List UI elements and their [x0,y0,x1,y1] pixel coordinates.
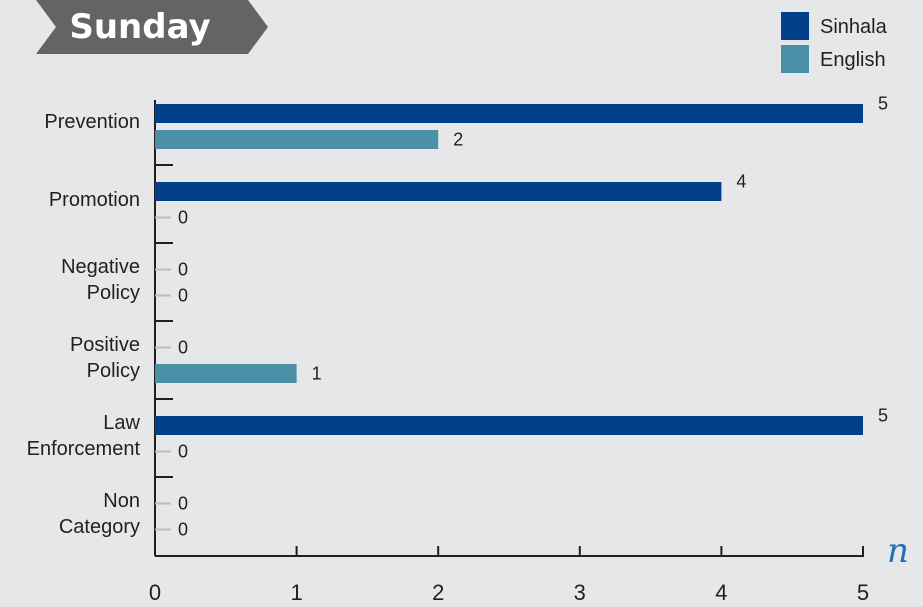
x-axis-label: n [887,531,909,571]
legend-swatch-english [781,45,809,73]
bar-value-label: 4 [736,172,746,192]
bar-sinhala [155,104,863,123]
bar-value-label: 5 [878,406,888,426]
bar-value-label: 0 [178,494,188,514]
bar-english [155,130,439,149]
category-label: Policy [87,282,140,304]
x-tick-label: 4 [715,580,727,605]
x-tick-label: 2 [432,580,444,605]
x-tick-label: 0 [149,580,161,605]
category-label: Law [103,412,140,434]
title-banner: Sunday [36,0,268,54]
legend-label-english: English [820,49,886,71]
x-tick-label: 5 [857,580,869,605]
bar-value-label: 0 [178,520,188,540]
bar-sinhala [155,182,722,201]
legend-swatch-sinhala [781,12,809,40]
bar-value-label: 0 [178,260,188,280]
category-label: Negative [61,256,140,278]
category-label: Promotion [49,189,140,211]
category-label: Policy [87,360,140,382]
bar-english [155,364,297,383]
legend: Sinhala English [781,12,888,73]
category-label: Non [103,490,140,512]
category-label: Category [59,516,140,538]
bar-value-label: 0 [178,208,188,228]
bar-sinhala [155,416,863,435]
category-label: Prevention [44,111,140,133]
bar-value-label: 0 [178,286,188,306]
category-label: Positive [70,334,140,356]
x-tick-label: 1 [290,580,302,605]
bar-value-label: 2 [453,130,463,150]
bar-value-label: 0 [178,338,188,358]
chart-title: Sunday [69,7,210,47]
bar-value-label: 0 [178,442,188,462]
category-label: Enforcement [27,438,141,460]
legend-label-sinhala: Sinhala [820,16,888,38]
bar-value-label: 5 [878,94,888,114]
title-banner-shape [36,0,268,54]
plot-area: 0 1 2 3 4 5 Prevention 5 2 Promotion 4 0 Negative Pol… [27,94,888,606]
bar-value-label: 1 [312,364,322,384]
x-tick-label: 3 [574,580,586,605]
